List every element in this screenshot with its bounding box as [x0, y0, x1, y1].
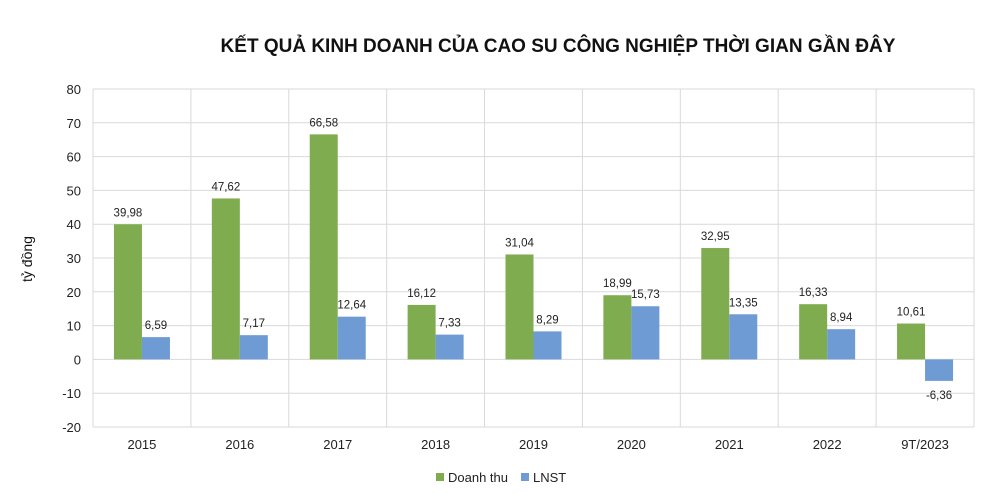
legend-label-doanh-thu: Doanh thu: [448, 470, 508, 485]
bar-doanh-thu: [505, 254, 534, 360]
y-tick-label: 60: [67, 150, 81, 165]
data-label: 32,95: [701, 231, 730, 243]
y-tick-label: 80: [67, 82, 81, 97]
data-label: 8,94: [830, 312, 853, 324]
bar-doanh-thu: [407, 304, 436, 360]
y-tick-label: 70: [67, 116, 81, 131]
data-label: 7,33: [438, 318, 460, 330]
legend-swatch-doanh-thu: [436, 473, 444, 481]
bar-lnst: [631, 306, 660, 360]
bar-lnst: [827, 329, 856, 360]
bar-doanh-thu: [799, 304, 828, 360]
x-tick-label: 2016: [225, 437, 254, 452]
legend: Doanh thu LNST: [436, 470, 566, 485]
data-label: 16,33: [799, 287, 828, 299]
bar-doanh-thu: [701, 248, 730, 360]
data-label: 39,98: [114, 207, 143, 219]
x-tick-label: 2022: [813, 437, 842, 452]
legend-swatch-lnst: [521, 473, 529, 481]
x-tick-labels: 2015 2016 2017 2018 2019 2020 2021 2022 9T/2023: [127, 437, 948, 452]
chart-title: KẾT QUẢ KINH DOANH CỦA CAO SU CÔNG NGHIỆ…: [221, 35, 896, 57]
x-tick-label: 2020: [617, 437, 646, 452]
bar-lnst: [337, 316, 366, 360]
y-axis-label: tỷ đồng: [19, 236, 35, 282]
data-label: 6,59: [145, 320, 167, 332]
y-tick-label: 30: [67, 251, 81, 266]
x-tick-label: 2019: [519, 437, 548, 452]
y-tick-label: 50: [67, 183, 81, 198]
x-tick-label: 2015: [127, 437, 156, 452]
bar-lnst: [239, 335, 268, 360]
x-tick-label: 9T/2023: [901, 437, 949, 452]
y-tick-label: 0: [74, 352, 81, 367]
data-label: 66,58: [309, 117, 338, 129]
bar-lnst: [925, 359, 954, 381]
y-tick-label: 10: [67, 319, 81, 334]
legend-label-lnst: LNST: [533, 470, 566, 485]
bar-doanh-thu: [897, 323, 926, 360]
y-tick-labels: 80 70 60 50 40 30 20 10 0 -10 -20: [62, 82, 81, 435]
bar-lnst: [141, 337, 170, 360]
bar-doanh-thu: [309, 134, 338, 360]
data-label: 16,12: [407, 288, 436, 300]
bar-doanh-thu: [113, 224, 142, 360]
y-tick-label: -10: [62, 386, 81, 401]
bars: 39,98 6,59 47,62 7,17 66,58 12,64 16,12 7,33 31,…: [114, 117, 954, 402]
bar-doanh-thu: [211, 198, 240, 360]
x-tick-label: 2018: [421, 437, 450, 452]
y-tick-label: 40: [67, 217, 81, 232]
bar-lnst: [729, 314, 758, 360]
data-label: -6,36: [926, 390, 952, 402]
x-tick-label: 2021: [715, 437, 744, 452]
bar-doanh-thu: [603, 295, 632, 360]
x-tick-label: 2017: [323, 437, 352, 452]
data-label: 18,99: [603, 278, 632, 290]
bar-lnst: [435, 334, 464, 360]
y-tick-label: -20: [62, 420, 81, 435]
data-label: 12,64: [337, 300, 366, 312]
data-label: 47,62: [211, 181, 240, 193]
data-label: 10,61: [897, 307, 926, 319]
bar-lnst: [533, 331, 562, 360]
data-label: 13,35: [729, 297, 758, 309]
data-label: 15,73: [631, 289, 660, 301]
data-label: 7,17: [243, 318, 265, 330]
data-label: 31,04: [505, 237, 534, 249]
y-tick-label: 20: [67, 285, 81, 300]
data-label: 8,29: [536, 314, 558, 326]
